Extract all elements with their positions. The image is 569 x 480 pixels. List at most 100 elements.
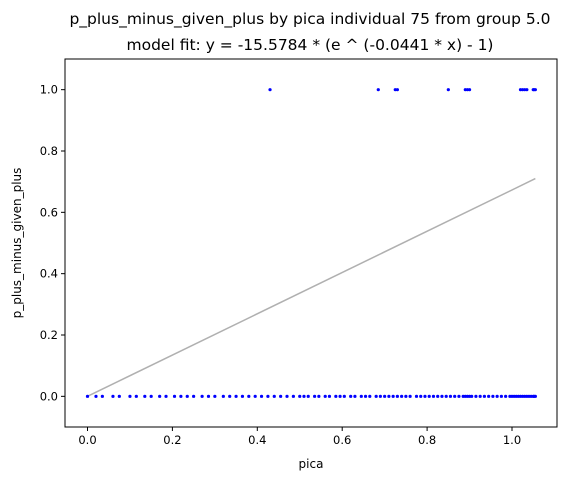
scatter-point bbox=[419, 394, 423, 398]
scatter-point bbox=[128, 394, 132, 398]
scatter-point bbox=[504, 394, 508, 398]
scatter-point bbox=[482, 394, 487, 398]
scatter-point bbox=[359, 394, 363, 398]
scatter-point bbox=[143, 394, 147, 398]
y-tick-label: 0.4 bbox=[40, 267, 58, 281]
scatter-point bbox=[338, 394, 342, 398]
scatter-point bbox=[391, 394, 395, 398]
scatter-point bbox=[259, 394, 264, 398]
scatter-point bbox=[374, 394, 378, 398]
x-axis: 0.0 0.2 0.4 0.6 0.8 1.0 bbox=[78, 427, 521, 447]
scatter-point bbox=[423, 394, 427, 398]
scatter-point bbox=[431, 394, 436, 398]
scatter-point bbox=[491, 394, 495, 398]
y-tick-label: 0.8 bbox=[40, 144, 58, 158]
scatter-point bbox=[349, 394, 353, 398]
scatter-point bbox=[240, 394, 245, 398]
x-tick-label: 0.0 bbox=[78, 433, 96, 447]
scatter-point bbox=[395, 88, 399, 92]
y-tick-label: 0.6 bbox=[40, 205, 58, 219]
scatter-point bbox=[172, 394, 177, 398]
scatter-point bbox=[404, 394, 408, 398]
chart-subtitle: model fit: y = -15.5784 * (e ^ (-0.0441 … bbox=[127, 36, 494, 54]
scatter-point bbox=[525, 88, 529, 92]
scatter-point bbox=[478, 394, 482, 398]
scatter-point bbox=[85, 394, 90, 398]
scatter-point bbox=[414, 394, 419, 398]
scatter-point bbox=[253, 394, 257, 398]
scatter-point bbox=[192, 394, 196, 398]
scatter-point bbox=[317, 394, 321, 398]
scatter-point bbox=[285, 394, 289, 398]
scatter-point bbox=[533, 88, 537, 92]
x-tick-label: 0.8 bbox=[418, 433, 436, 447]
axes-frame bbox=[64, 58, 558, 428]
scatter-point bbox=[117, 394, 121, 398]
scatter-point bbox=[268, 88, 272, 92]
x-tick-label: 0.6 bbox=[333, 433, 351, 447]
scatter-point bbox=[213, 394, 217, 398]
scatter-point bbox=[467, 88, 472, 92]
scatter-point bbox=[448, 394, 453, 398]
scatter-point bbox=[134, 394, 138, 398]
scatter-point bbox=[111, 394, 115, 398]
scatter-point bbox=[228, 394, 232, 398]
scatter-point bbox=[487, 394, 491, 398]
scatter-point bbox=[291, 394, 295, 398]
scatter-point bbox=[179, 394, 183, 398]
scatter-point bbox=[387, 394, 391, 398]
scatter-point bbox=[313, 394, 317, 398]
scatter-point bbox=[234, 394, 238, 398]
y-axis-label: p_plus_minus_given_plus bbox=[10, 168, 24, 319]
scatter-point bbox=[453, 394, 457, 398]
scatter-point bbox=[533, 394, 537, 398]
scatter-point bbox=[383, 394, 387, 398]
plot-area bbox=[85, 88, 537, 398]
scatter-point bbox=[94, 394, 98, 398]
scatter-point bbox=[266, 394, 270, 398]
scatter-point bbox=[279, 394, 283, 398]
fit-line bbox=[87, 177, 536, 398]
y-axis: 0.0 0.2 0.4 0.6 0.8 1.0 bbox=[40, 83, 65, 403]
scatter-point bbox=[400, 394, 404, 398]
scatter-point bbox=[206, 394, 211, 398]
scatter-point bbox=[334, 394, 338, 398]
scatter-point bbox=[149, 394, 153, 398]
scatter-point bbox=[353, 394, 357, 398]
scatter-point bbox=[323, 394, 327, 398]
scatter-point bbox=[457, 394, 461, 398]
scatter-point bbox=[436, 394, 440, 398]
scatter-point bbox=[221, 394, 225, 398]
scatter-point bbox=[327, 394, 332, 398]
x-tick-label: 1.0 bbox=[503, 433, 521, 447]
x-tick-label: 0.2 bbox=[163, 433, 181, 447]
x-axis-label: pica bbox=[299, 457, 324, 471]
scatter-point bbox=[376, 88, 380, 92]
scatter-point bbox=[499, 394, 503, 398]
scatter-point bbox=[302, 394, 306, 398]
scatter-point bbox=[427, 394, 431, 398]
y-tick-label: 0.0 bbox=[40, 389, 58, 403]
scatter-point bbox=[298, 394, 302, 398]
scatter-point bbox=[363, 394, 368, 398]
scatter-point bbox=[272, 394, 276, 398]
scatter-point bbox=[306, 394, 310, 398]
chart-title: p_plus_minus_given_plus by pica individu… bbox=[69, 10, 550, 29]
scatter-point bbox=[185, 394, 189, 398]
scatter-point bbox=[378, 394, 383, 398]
scatter-point bbox=[440, 394, 444, 398]
scatter-point bbox=[395, 394, 399, 398]
scatter-point bbox=[100, 394, 104, 398]
y-tick-label: 0.2 bbox=[40, 328, 58, 342]
scatter-point bbox=[342, 394, 346, 398]
scatter-point bbox=[164, 394, 168, 398]
scatter-point bbox=[495, 394, 499, 398]
scatter-point bbox=[446, 88, 450, 92]
scatter-point bbox=[474, 394, 478, 398]
y-tick-label: 1.0 bbox=[40, 83, 58, 97]
scatter-point bbox=[247, 394, 251, 398]
scatter-point bbox=[444, 394, 448, 398]
scatter-point bbox=[470, 394, 474, 398]
scatter-point bbox=[200, 394, 204, 398]
